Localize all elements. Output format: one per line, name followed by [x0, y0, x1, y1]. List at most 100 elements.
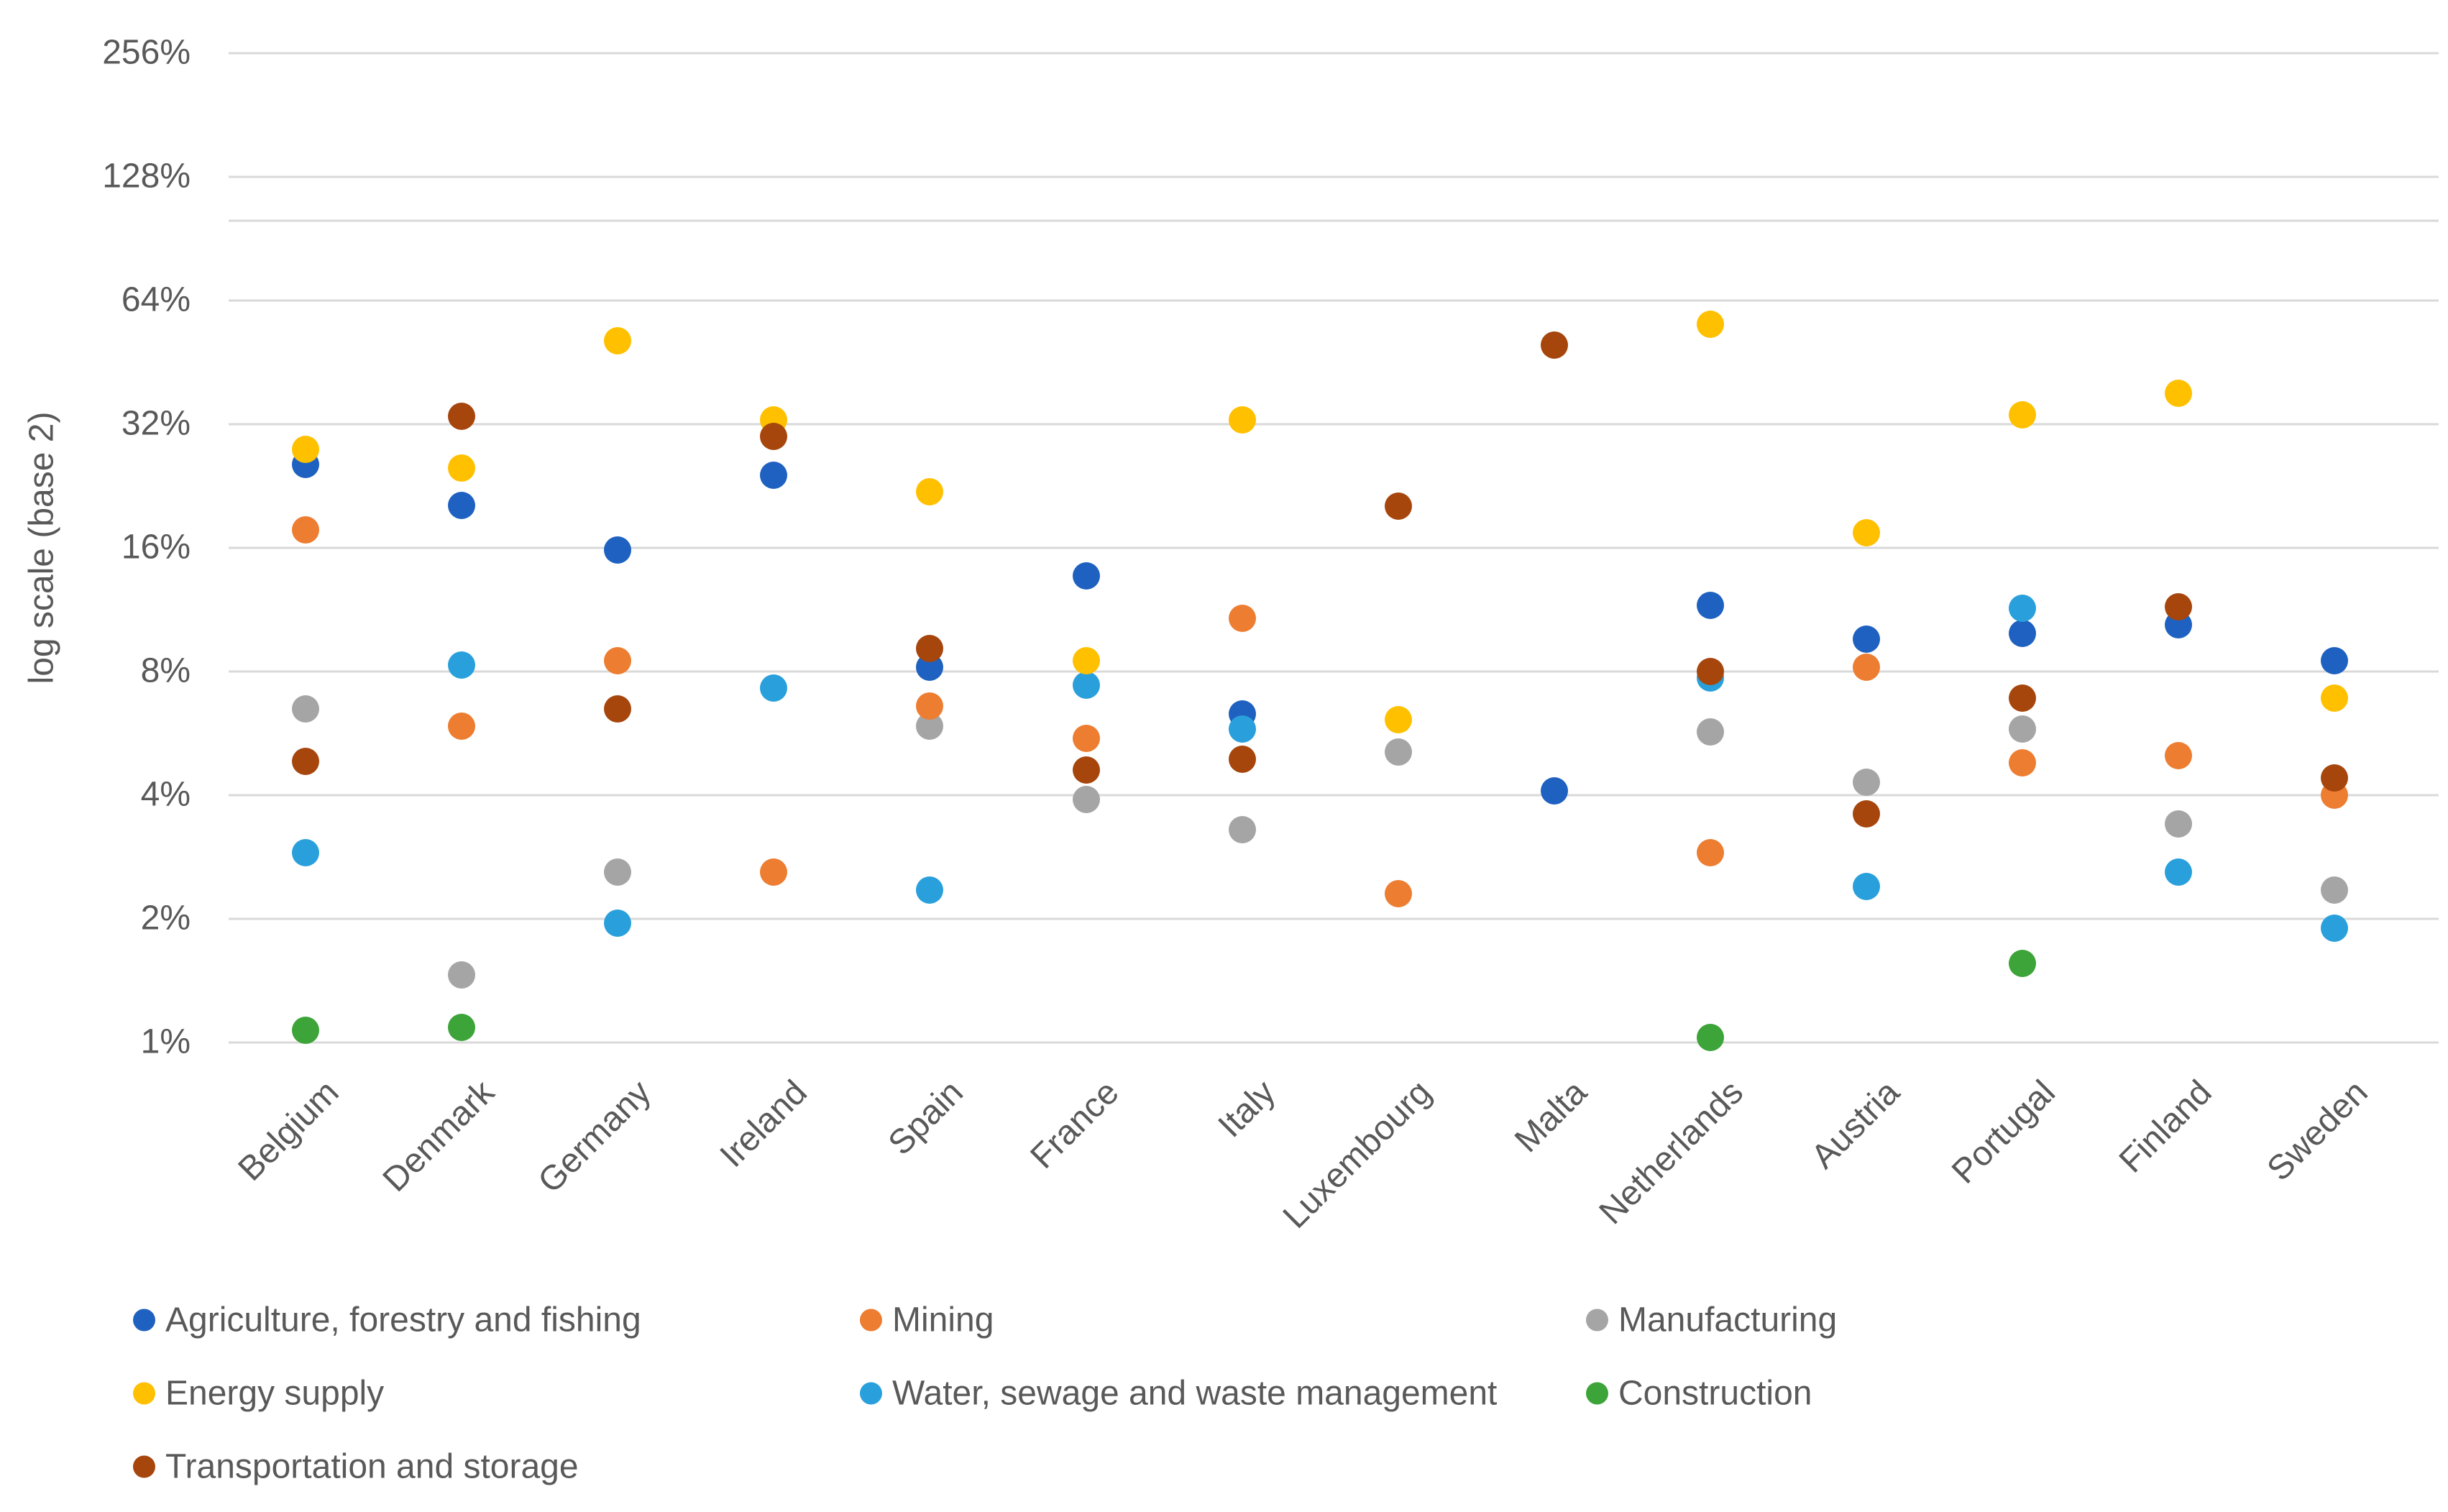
data-point — [1696, 718, 1724, 746]
gridline-16pct — [229, 546, 2439, 549]
legend-label: Water, sewage and waste management — [892, 1374, 1498, 1413]
legend-marker-icon — [1586, 1309, 1608, 1332]
data-point — [1696, 838, 1724, 866]
data-point — [1853, 519, 1880, 547]
data-point — [1853, 625, 1880, 653]
data-point — [760, 422, 788, 450]
data-point — [2165, 741, 2193, 769]
y-tick-label: 256% — [102, 33, 191, 72]
x-category-label: Belgium — [231, 1073, 347, 1188]
y-tick-label: 4% — [140, 775, 191, 814]
legend-item: Water, sewage and waste management — [860, 1374, 1497, 1414]
y-tick-label: 16% — [121, 528, 191, 567]
data-point — [2009, 595, 2037, 623]
legend-item: Manufacturing — [1586, 1301, 1837, 1340]
gridline-64pct — [229, 299, 2439, 302]
data-point — [604, 910, 632, 938]
data-point — [1384, 492, 1412, 521]
legend-label: Agriculture, forestry and fishing — [165, 1301, 641, 1339]
y-tick-label: 2% — [140, 899, 191, 938]
data-point — [1072, 672, 1100, 700]
y-tick-label: 64% — [121, 280, 191, 319]
data-point — [916, 478, 944, 506]
data-point — [604, 536, 632, 564]
legend-marker-icon — [860, 1382, 882, 1405]
data-point — [1696, 591, 1724, 619]
data-point — [292, 747, 319, 775]
legend-label: Energy supply — [165, 1374, 385, 1413]
legend-item: Transportation and storage — [133, 1447, 579, 1487]
legend-marker-icon — [133, 1455, 155, 1478]
data-point — [1072, 756, 1100, 784]
data-point — [1853, 769, 1880, 797]
data-point — [448, 651, 476, 679]
data-point — [2321, 764, 2349, 792]
data-point — [448, 1013, 476, 1041]
data-point — [604, 646, 632, 674]
data-point — [448, 454, 476, 482]
data-point — [2009, 684, 2037, 712]
x-category-label: Luxembourg — [1275, 1073, 1439, 1236]
data-point — [1384, 738, 1412, 766]
y-tick-label: 1% — [140, 1022, 191, 1061]
data-point — [448, 491, 476, 519]
y-tick-label: 32% — [121, 404, 191, 443]
data-point — [2321, 914, 2349, 942]
data-point — [292, 838, 319, 866]
legend-marker-icon — [133, 1382, 155, 1405]
data-point — [604, 695, 632, 723]
data-point — [1540, 776, 1568, 805]
data-point — [1853, 653, 1880, 681]
data-point — [1228, 406, 1256, 434]
legend-label: Manufacturing — [1618, 1301, 1838, 1339]
gridline-4pct — [229, 794, 2439, 797]
data-point — [292, 1017, 319, 1045]
legend-label: Transportation and storage — [165, 1447, 579, 1486]
gridline-128pct — [229, 175, 2439, 178]
data-point — [2009, 401, 2037, 429]
data-point — [292, 516, 319, 544]
data-point — [604, 327, 632, 355]
x-category-label: Spain — [881, 1073, 971, 1163]
x-category-label: Italy — [1211, 1073, 1283, 1145]
data-point — [2009, 715, 2037, 743]
x-category-label: Austria — [1804, 1073, 1907, 1176]
data-point — [1228, 604, 1256, 632]
data-point — [2009, 748, 2037, 776]
legend-marker-icon — [860, 1309, 882, 1332]
data-point — [1696, 1023, 1724, 1051]
x-category-label: Sweden — [2260, 1073, 2375, 1188]
data-point — [2165, 380, 2193, 408]
data-point — [760, 858, 788, 886]
data-point — [1072, 646, 1100, 674]
gridline-1pct — [229, 1041, 2439, 1044]
legend-marker-icon — [1586, 1382, 1608, 1405]
data-point — [604, 858, 632, 886]
data-point — [1853, 800, 1880, 828]
data-point — [1384, 706, 1412, 734]
legend-item: Construction — [1586, 1374, 1812, 1414]
gridline-8pct — [229, 670, 2439, 673]
data-point — [1228, 815, 1256, 843]
data-point — [1384, 880, 1412, 908]
gridline-256pct — [229, 52, 2439, 55]
legend-label: Construction — [1618, 1374, 1812, 1413]
x-category-label: Portugal — [1945, 1073, 2063, 1191]
data-point — [1072, 724, 1100, 752]
data-point — [1696, 311, 1724, 339]
x-category-label: Malta — [1508, 1073, 1595, 1160]
x-category-label: Netherlands — [1592, 1073, 1751, 1232]
legend-item: Agriculture, forestry and fishing — [133, 1301, 641, 1340]
data-point — [1228, 715, 1256, 743]
data-point — [2009, 620, 2037, 648]
data-point — [2165, 858, 2193, 886]
data-point — [2165, 810, 2193, 838]
data-point — [2009, 949, 2037, 977]
legend-marker-icon — [133, 1309, 155, 1332]
data-point — [448, 961, 476, 989]
x-category-label: Finland — [2112, 1073, 2219, 1181]
data-point — [1540, 331, 1568, 359]
data-point — [2321, 646, 2349, 674]
data-point — [760, 674, 788, 702]
